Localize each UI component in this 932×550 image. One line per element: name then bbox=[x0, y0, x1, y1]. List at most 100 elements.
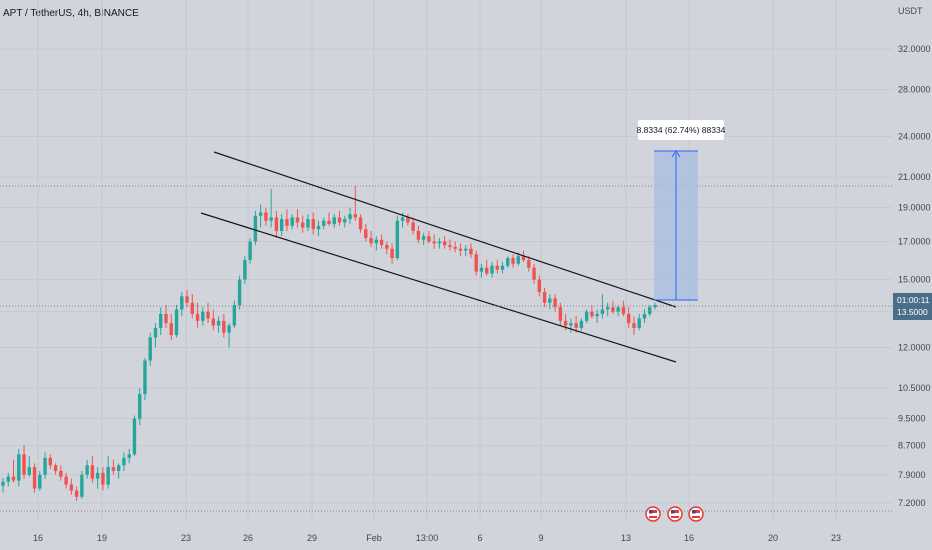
y-tick-label: 17.0000 bbox=[898, 237, 931, 247]
candle bbox=[222, 313, 226, 338]
candle bbox=[227, 323, 231, 348]
candle bbox=[542, 287, 547, 308]
channel-upper-line bbox=[213, 151, 677, 308]
candle bbox=[111, 459, 116, 475]
event-flag-icon[interactable] bbox=[645, 506, 661, 522]
grid bbox=[0, 0, 892, 520]
candle-body bbox=[237, 279, 242, 305]
candle-body bbox=[227, 325, 231, 333]
candle-body bbox=[143, 360, 147, 395]
candle bbox=[479, 263, 484, 278]
candle bbox=[306, 214, 310, 231]
candle bbox=[427, 230, 431, 244]
candle bbox=[353, 186, 357, 221]
currency-label: USDT bbox=[898, 6, 923, 16]
candle bbox=[327, 212, 331, 226]
candle bbox=[322, 217, 326, 230]
candle-body bbox=[174, 309, 179, 336]
candle bbox=[332, 214, 336, 228]
candle bbox=[485, 259, 489, 276]
candle bbox=[195, 302, 200, 328]
x-tick-label: 16 bbox=[684, 533, 694, 543]
candle-body bbox=[201, 311, 205, 321]
candle-body bbox=[48, 457, 53, 466]
candle-body bbox=[648, 307, 652, 314]
candle-body bbox=[269, 217, 273, 221]
candle bbox=[258, 204, 263, 228]
candle bbox=[421, 232, 426, 246]
candle bbox=[406, 214, 410, 226]
candle-body bbox=[458, 248, 463, 251]
candle bbox=[469, 243, 473, 259]
candle-body bbox=[290, 217, 294, 226]
price-tag-time: 01:00:11 bbox=[897, 295, 930, 305]
candle-body bbox=[148, 337, 152, 361]
candle bbox=[106, 456, 110, 489]
candle-body bbox=[416, 230, 421, 240]
event-flag-icon[interactable] bbox=[688, 506, 704, 522]
candle-body bbox=[469, 248, 473, 255]
candle-body bbox=[485, 267, 489, 274]
candle bbox=[621, 300, 626, 317]
candle bbox=[127, 448, 131, 464]
candle-body bbox=[511, 258, 515, 264]
candle-body bbox=[153, 327, 158, 338]
candle bbox=[500, 261, 505, 274]
candle bbox=[490, 261, 494, 278]
candle bbox=[48, 454, 53, 470]
candle bbox=[1, 477, 5, 493]
event-flag-icon[interactable] bbox=[667, 506, 683, 522]
candle bbox=[17, 448, 21, 487]
candle-body bbox=[327, 220, 331, 225]
candle-body bbox=[574, 323, 578, 328]
candle bbox=[600, 294, 605, 319]
candle bbox=[474, 250, 478, 276]
candle-body bbox=[211, 318, 216, 326]
x-tick-label: Feb bbox=[366, 533, 382, 543]
candle-body bbox=[106, 467, 110, 485]
candle bbox=[185, 289, 189, 308]
candle bbox=[574, 316, 578, 333]
candle-body bbox=[216, 320, 221, 326]
candle bbox=[279, 214, 284, 237]
candle-body bbox=[274, 217, 279, 231]
candle bbox=[611, 300, 615, 314]
candle-body bbox=[195, 313, 200, 321]
candle-body bbox=[579, 320, 584, 328]
candle-body bbox=[379, 239, 384, 246]
candle bbox=[174, 304, 179, 338]
candle-body bbox=[253, 215, 258, 242]
candle bbox=[285, 209, 289, 231]
candle bbox=[101, 467, 105, 491]
candle-body bbox=[322, 220, 326, 226]
candle-body bbox=[448, 245, 452, 247]
candle-body bbox=[17, 454, 21, 481]
candle-body bbox=[348, 214, 352, 220]
y-tick-label: 9.5000 bbox=[898, 414, 926, 424]
candle-body bbox=[553, 298, 557, 308]
candle bbox=[116, 463, 121, 479]
candle-body bbox=[138, 394, 142, 419]
candle-body bbox=[122, 457, 126, 466]
candle bbox=[53, 463, 58, 475]
x-tick-label: 19 bbox=[97, 533, 107, 543]
candle bbox=[201, 307, 205, 326]
candle-body bbox=[232, 304, 237, 326]
candle-body bbox=[437, 241, 442, 244]
candle bbox=[553, 294, 557, 312]
candle-body bbox=[611, 307, 615, 312]
candle-body bbox=[490, 265, 494, 274]
candle bbox=[590, 304, 594, 319]
candle bbox=[290, 214, 294, 230]
y-tick-label: 7.2000 bbox=[898, 498, 926, 508]
candle-body bbox=[527, 259, 531, 268]
candle-body bbox=[248, 241, 252, 260]
candle bbox=[264, 207, 268, 226]
candle-body bbox=[316, 225, 321, 230]
candle-body bbox=[621, 307, 626, 314]
candle-body bbox=[279, 219, 284, 231]
x-tick-label: 29 bbox=[307, 533, 317, 543]
candle bbox=[364, 224, 368, 242]
candle bbox=[80, 470, 84, 499]
